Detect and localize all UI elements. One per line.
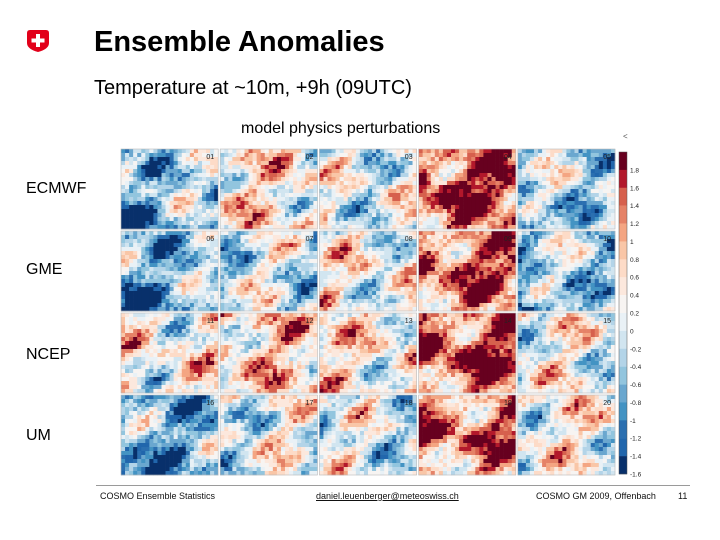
colorbar: 1.8 1.6 1.4 1.2 1 0.8 0.6 0.4 0.2 0 -0.2 -0.4 -0.6 -0…: [618, 151, 642, 479]
member-label: 04: [504, 154, 512, 161]
footer-right: COSMO GM 2009, Offenbach: [536, 491, 656, 501]
colorbar-tick-label: -1.4: [630, 454, 642, 461]
member-label: 14: [504, 318, 512, 325]
panel-title: model physics perturbations: [241, 120, 441, 137]
member-label: 03: [405, 154, 413, 161]
colorbar-swatch: [619, 313, 627, 332]
colorbar-tick-label: 1: [630, 239, 634, 246]
map-panel: 12: [219, 312, 318, 394]
map-panel: 19: [418, 394, 517, 476]
member-label: 01: [206, 154, 214, 161]
colorbar-swatch: [619, 438, 627, 457]
map-panel: 04: [418, 148, 517, 230]
colorbar-swatch: [619, 277, 627, 296]
colorbar-tick-label: 1.8: [630, 167, 639, 174]
member-label: 15: [603, 318, 611, 325]
colorbar-tick-label: -1.6: [630, 472, 642, 479]
colorbar-tick-label: -1: [630, 418, 636, 425]
map-panel: 17: [219, 394, 318, 476]
map-panel: 06: [120, 230, 219, 312]
member-label: 05: [603, 154, 611, 161]
member-label: 16: [206, 400, 214, 407]
colorbar-tick-label: 0.4: [630, 293, 639, 300]
colorbar-swatch: [619, 259, 627, 278]
colorbar-tick-label: 1.4: [630, 203, 639, 210]
colorbar-swatch: [619, 295, 627, 314]
map-panel: 08: [319, 230, 417, 312]
colorbar-swatch: [619, 384, 627, 403]
member-label: 10: [603, 236, 611, 243]
map-panel: 11: [120, 312, 219, 394]
colorbar-tick-label: 0.6: [630, 275, 639, 282]
map-panel: 15: [517, 312, 616, 394]
swiss-cross-icon: [27, 30, 49, 52]
colorbar-swatch: [619, 205, 627, 224]
member-label: 18: [405, 400, 413, 407]
footer-divider: [96, 485, 690, 486]
colorbar-tick-label: 0.8: [630, 257, 639, 264]
slide-title: Ensemble Anomalies: [94, 26, 385, 58]
map-panel: 13: [319, 312, 417, 394]
colorbar-tick-label: 0: [630, 328, 634, 335]
colorbar-tick-label: -0.4: [630, 364, 642, 371]
colorbar-tick-label: -0.6: [630, 382, 642, 389]
member-label: 11: [207, 318, 214, 325]
colorbar-swatch: [619, 348, 627, 367]
map-panel: 02: [219, 148, 318, 230]
map-panel: 05: [517, 148, 616, 230]
slide-subtitle: Temperature at ~10m, +9h (09UTC): [94, 77, 412, 99]
map-panel: 07: [219, 230, 318, 312]
map-panel: 03: [319, 148, 417, 230]
colorbar-tick-label: 1.6: [630, 185, 639, 192]
colorbar-swatch: [619, 187, 627, 206]
footer-left: COSMO Ensemble Statistics: [100, 491, 216, 501]
colorbar-tick-label: -0.2: [630, 346, 642, 353]
row-label-ncep: NCEP: [26, 346, 71, 363]
map-panel: 18: [319, 394, 417, 476]
colorbar-tick-label: 1.2: [630, 221, 639, 228]
map-panel: 10: [517, 230, 616, 312]
ensemble-map-grid: 01 02 03 04 05 06 07 08 09 10 11 12 13 14 15 16 17 18 19 20: [120, 148, 616, 476]
member-label: 12: [306, 318, 314, 325]
map-panel: 01: [120, 148, 219, 230]
row-label-um: UM: [26, 427, 51, 444]
member-label: 08: [405, 236, 413, 243]
member-label: 20: [603, 400, 611, 407]
member-label: 09: [504, 236, 512, 243]
row-label-ecmwf: ECMWF: [26, 180, 87, 197]
colorbar-tick-label: -0.8: [630, 400, 642, 407]
page-number: 11: [678, 491, 688, 501]
member-label: 07: [306, 236, 314, 243]
colorbar-swatch: [619, 456, 627, 475]
map-panel: 16: [120, 394, 219, 476]
colorbar-swatch: [619, 402, 627, 421]
map-panel: 20: [517, 394, 616, 476]
colorbar-swatch: [619, 241, 627, 260]
colorbar-tick-label: -1.2: [630, 436, 642, 443]
colorbar-swatch: [619, 330, 627, 349]
map-panel: 09: [418, 230, 517, 312]
member-label: 13: [405, 318, 413, 325]
footer-email-link[interactable]: daniel.leuenberger@meteoswiss.ch: [316, 491, 459, 501]
colorbar-tick-label: 0.2: [630, 311, 639, 318]
member-label: 19: [504, 400, 512, 407]
colorbar-swatch: [619, 152, 627, 171]
colorbar-swatch: [619, 223, 627, 242]
colorbar-swatch: [619, 366, 627, 385]
colorbar-swatch: [619, 169, 627, 188]
map-panel: 14: [418, 312, 517, 394]
member-label: 06: [206, 236, 214, 243]
member-label: 17: [306, 400, 314, 407]
corner-mark: <: [623, 132, 628, 141]
colorbar-swatch: [619, 420, 627, 439]
row-label-gme: GME: [26, 261, 63, 278]
member-label: 02: [306, 154, 314, 161]
